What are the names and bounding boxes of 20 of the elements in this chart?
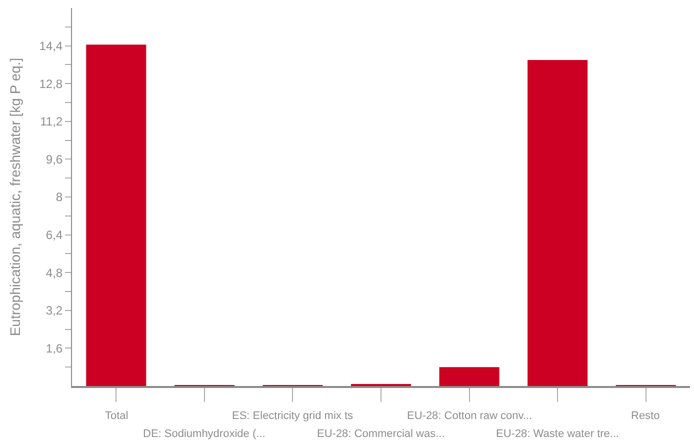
- bar: [86, 44, 146, 386]
- y-tick-label: 14,4: [39, 39, 63, 53]
- y-tick-label: 4,8: [46, 266, 63, 280]
- bar: [528, 60, 588, 386]
- x-tick-label: Total: [105, 410, 128, 422]
- x-tick-label: DE: Sodiumhydroxide (...: [143, 428, 266, 440]
- y-tick-label: 9,6: [46, 152, 63, 166]
- y-axis-title: Eutrophication, aquatic, freshwater [kg P eq.]: [6, 58, 23, 336]
- x-tick-label: ES: Electricity grid mix ts: [232, 410, 354, 422]
- y-tick-label: 6,4: [46, 228, 63, 242]
- y-tick-label: 3,2: [46, 304, 63, 318]
- y-tick-label: 12,8: [39, 76, 63, 91]
- bar: [439, 367, 500, 386]
- x-tick-label: EU-28: Commercial was...: [317, 428, 445, 440]
- y-tick-label: 8: [56, 190, 63, 204]
- x-tick-label: EU-28: Waste water tre...: [496, 428, 620, 440]
- y-tick-label: 11,2: [40, 114, 63, 129]
- x-tick-label: EU-28: Cotton raw conv...: [407, 410, 532, 422]
- x-tick-label: Resto: [631, 410, 660, 422]
- y-tick-label: 1,6: [46, 341, 63, 356]
